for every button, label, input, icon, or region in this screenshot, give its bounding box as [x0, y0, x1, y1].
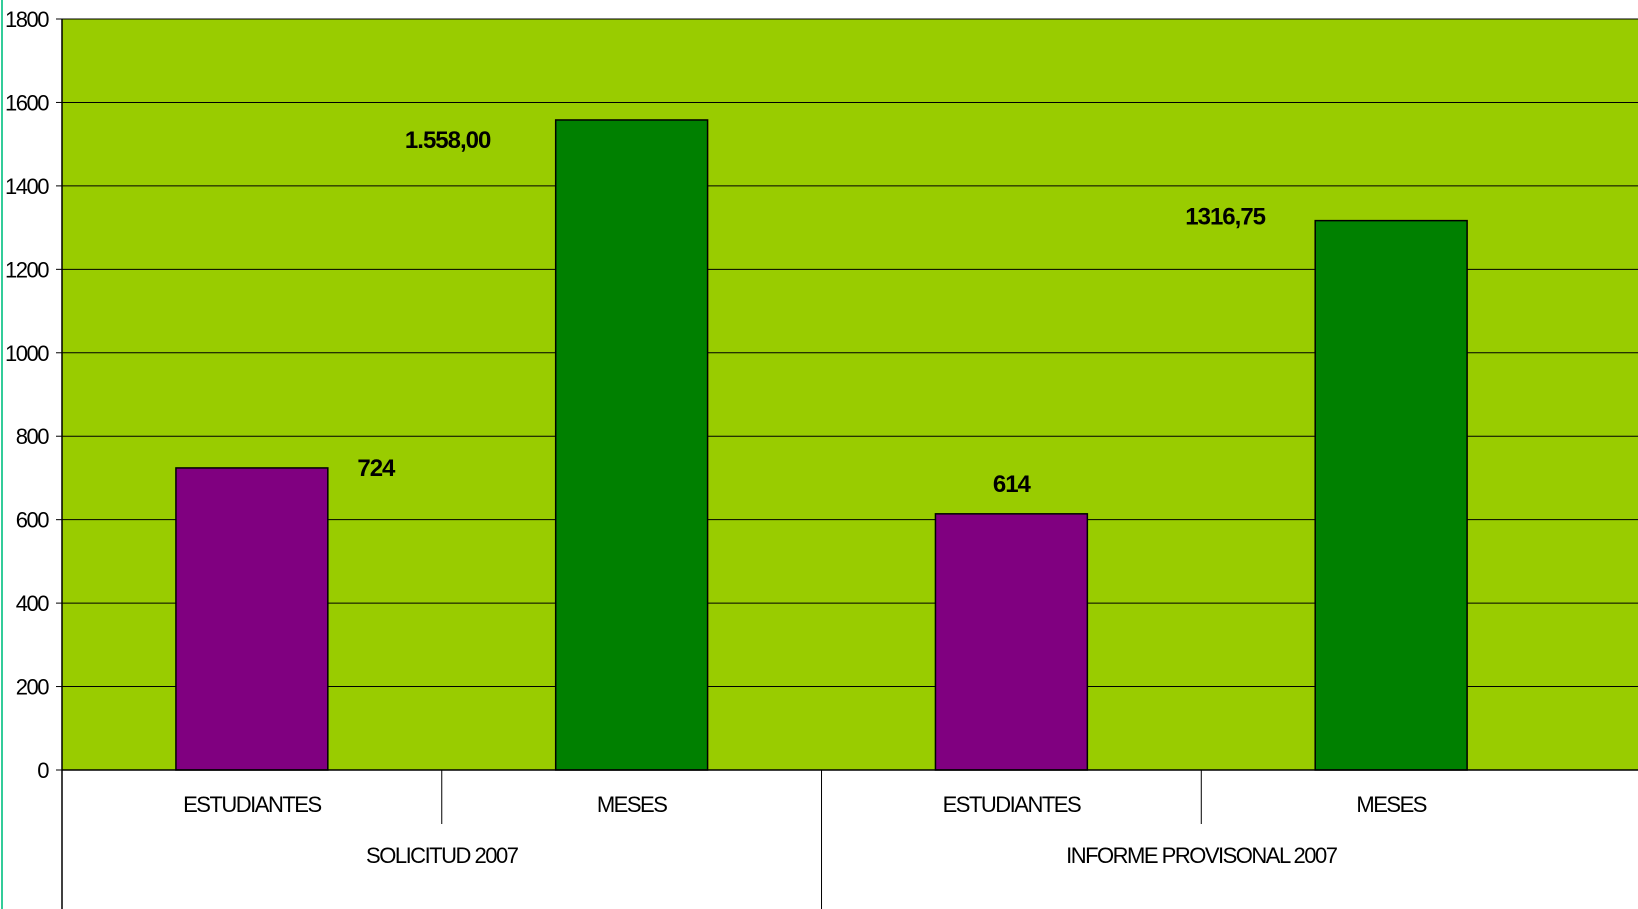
- x-group-label: SOLICITUD 2007: [366, 843, 519, 868]
- data-label: 614: [993, 471, 1032, 498]
- bar-meses-1: [554, 119, 709, 771]
- y-tick-label: 1200: [5, 257, 49, 282]
- bar-meses-2: [1314, 219, 1468, 771]
- y-tick-label: 800: [16, 424, 49, 449]
- data-label: 724: [357, 455, 396, 482]
- y-tick-label: 1400: [5, 174, 49, 199]
- y-tick-label: 600: [16, 508, 49, 533]
- y-axis: 0 200 400 600 800 1000 1200 1400 1600 1800: [5, 7, 63, 909]
- x-category-label: ESTUDIANTES: [943, 792, 1081, 817]
- y-tick-label: 1600: [5, 90, 49, 115]
- bars: 724 1.558,00 614 1316,75: [175, 119, 1468, 771]
- x-axis: ESTUDIANTES MESES SOLICITUD 2007 ESTUDIANTE…: [62, 769, 1638, 909]
- x-group-label: INFORME PROVISONAL 2007: [1066, 843, 1338, 868]
- x-category-label: MESES: [597, 792, 667, 817]
- y-tick-label: 1000: [5, 341, 49, 366]
- x-category-label: ESTUDIANTES: [183, 792, 321, 817]
- y-tick-label: 0: [37, 758, 49, 783]
- y-tick-label: 1800: [5, 7, 49, 32]
- data-label: 1316,75: [1185, 204, 1265, 231]
- bar-estudiantes-2: [934, 513, 1089, 771]
- bar-estudiantes-1: [175, 467, 329, 771]
- y-tick-label: 400: [16, 591, 49, 616]
- x-category-label: MESES: [1356, 792, 1426, 817]
- data-label: 1.558,00: [405, 127, 491, 154]
- y-tick-label: 200: [16, 675, 49, 700]
